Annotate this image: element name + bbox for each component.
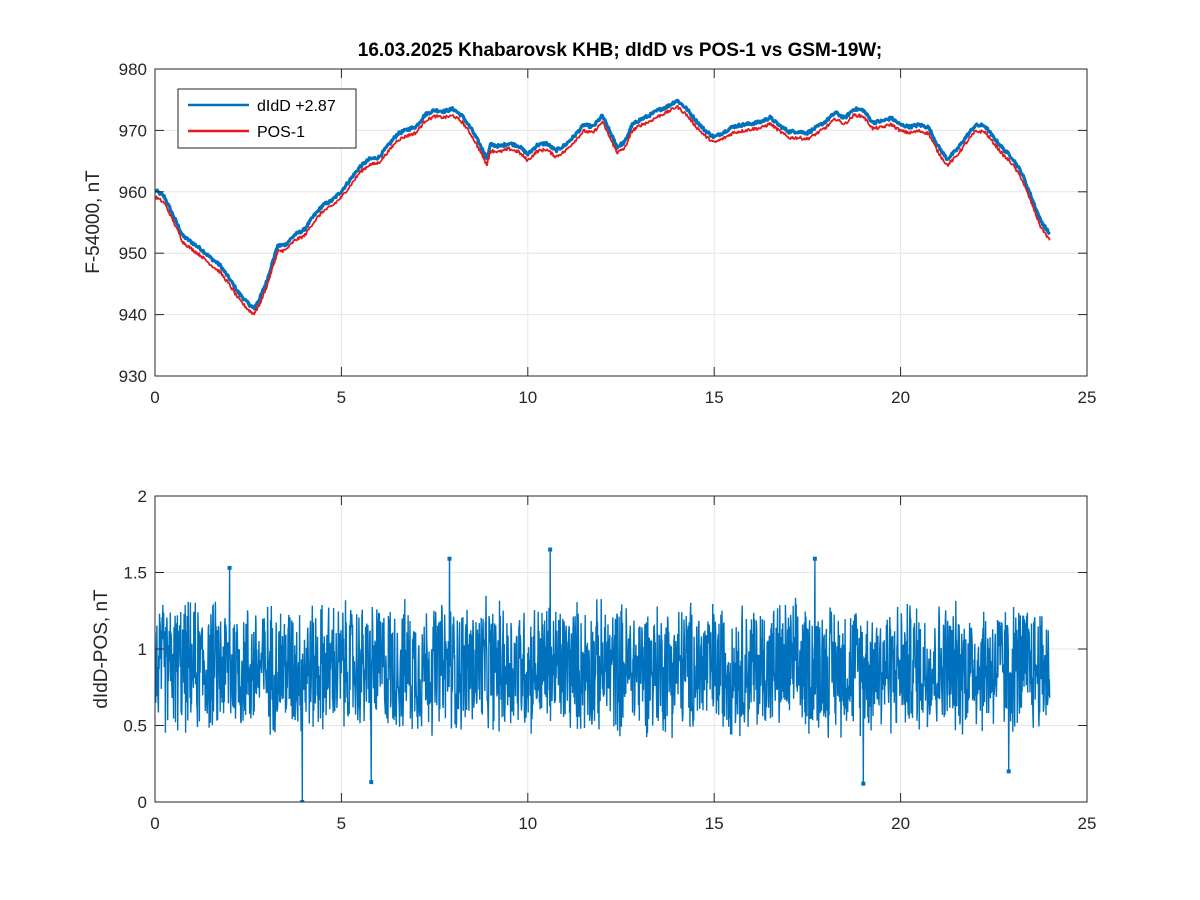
legend: dIdD +2.87 POS-1 [177, 88, 357, 149]
difference-marker [812, 556, 817, 561]
bottom-axes-series [155, 547, 1051, 802]
difference-marker [1006, 769, 1011, 774]
legend-label-didd: dIdD +2.87 [257, 98, 336, 115]
x-tick-label: 25 [1078, 814, 1097, 833]
top-axes-ticks: 0 5 10 15 20 25 930 940 950 960 970 980 [119, 60, 1097, 407]
y-tick-label: 0.5 [123, 717, 147, 736]
y-tick-label: 970 [119, 121, 147, 140]
x-tick-label: 10 [518, 814, 537, 833]
y-tick-label: 0 [138, 793, 147, 812]
x-tick-label: 20 [891, 388, 910, 407]
y-tick-label: 960 [119, 183, 147, 202]
x-tick-label: 5 [337, 814, 346, 833]
x-tick-label: 10 [518, 388, 537, 407]
y-tick-label: 980 [119, 60, 147, 79]
x-tick-label: 5 [337, 388, 346, 407]
y-tick-label: 1 [138, 640, 147, 659]
difference-marker [300, 800, 305, 802]
y-tick-label: 2 [138, 487, 147, 506]
series-line-pos1 [155, 104, 1051, 316]
bottom-axes-ticks: 0 5 10 15 20 25 0 0.5 1 1.5 2 [123, 487, 1096, 833]
x-tick-label: 0 [150, 388, 159, 407]
x-tick-label: 20 [891, 814, 910, 833]
series-line-didd [155, 98, 1051, 311]
y-tick-label: 930 [119, 367, 147, 386]
difference-marker [227, 565, 232, 570]
difference-marker [861, 781, 866, 786]
top-axes-box [154, 68, 1088, 377]
difference-marker [447, 556, 452, 561]
top-axes: 0 5 10 15 20 25 930 940 950 960 970 980 F-54000, nT… [83, 60, 1096, 407]
y-tick-label: 1.5 [123, 564, 147, 583]
bottom-y-axis-label: dIdD-POS, nT [91, 589, 112, 709]
legend-label-pos1: POS-1 [257, 124, 305, 141]
x-tick-label: 15 [705, 814, 724, 833]
top-y-axis-label: F-54000, nT [83, 170, 104, 274]
difference-marker [369, 780, 374, 785]
x-tick-label: 25 [1078, 388, 1097, 407]
x-tick-label: 15 [705, 388, 724, 407]
y-tick-label: 950 [119, 244, 147, 263]
difference-marker [548, 547, 553, 552]
top-axes-series [155, 98, 1051, 316]
x-tick-label: 0 [150, 814, 159, 833]
legend-box [177, 88, 357, 149]
chart-title: 16.03.2025 Khabarovsk KHB; dIdD vs POS-1… [358, 40, 882, 61]
y-tick-label: 940 [119, 306, 147, 325]
bottom-axes: 0 5 10 15 20 25 0 0.5 1 1.5 2 dIdD-POS, nT [91, 487, 1096, 833]
series-line-difference [155, 549, 1051, 802]
